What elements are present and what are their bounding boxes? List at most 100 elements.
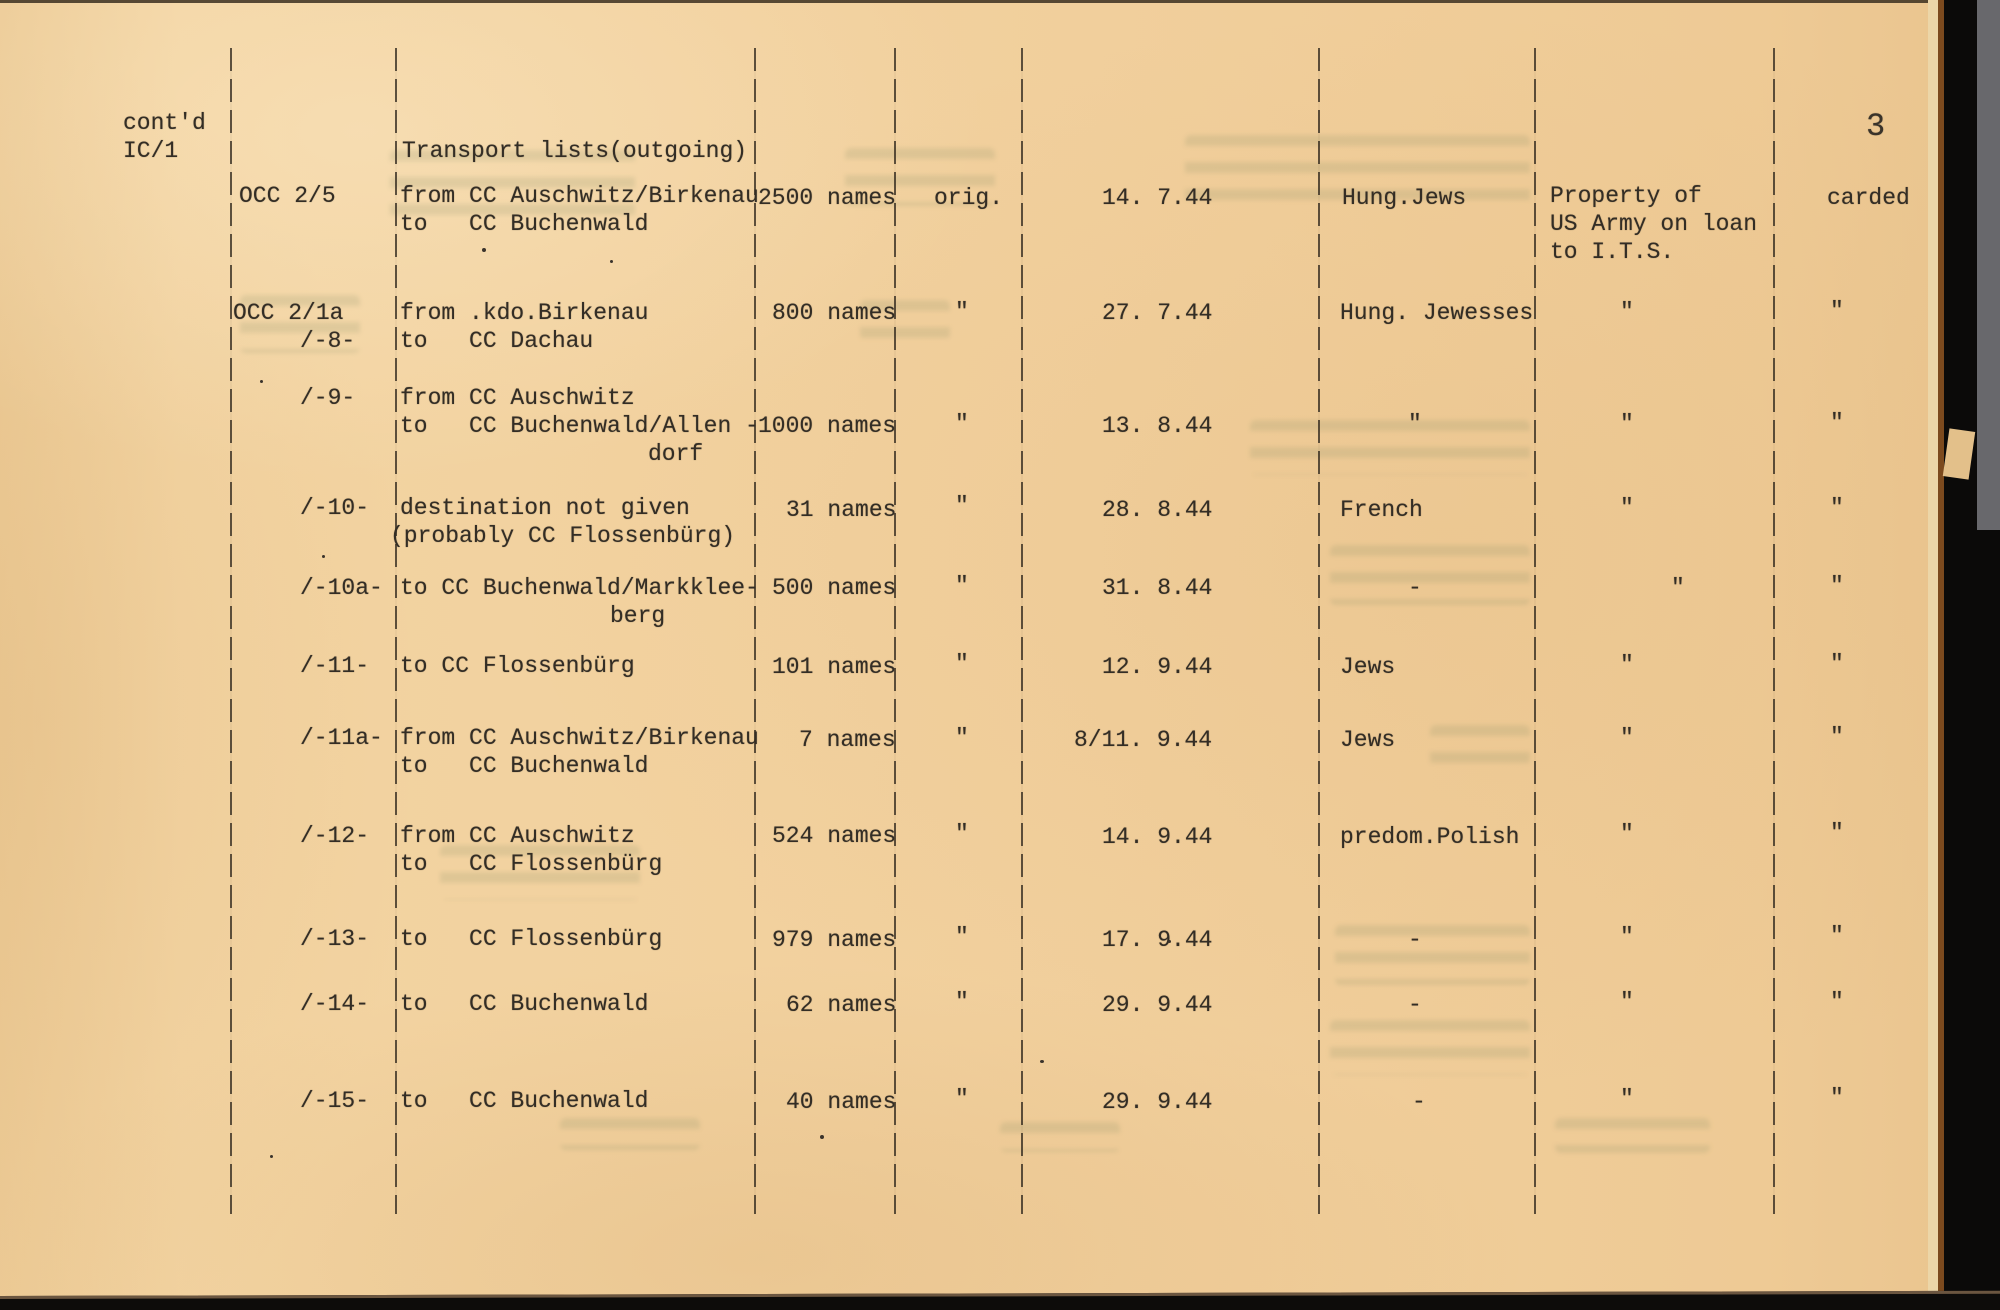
row-sub-ref: /-11- — [300, 653, 370, 679]
bleed-through-smudge — [1555, 1118, 1710, 1153]
column-separator — [395, 48, 397, 1214]
row-ref: OCC 2/5 — [239, 183, 336, 209]
ink-speck — [270, 1155, 273, 1158]
table-title: Transport lists(outgoing) — [402, 138, 748, 164]
transport-date: 31. 8.44 — [1102, 575, 1213, 601]
group-label: - — [1408, 575, 1422, 601]
ink-speck — [322, 555, 325, 558]
description-line: to CC Dachau — [400, 328, 594, 354]
copy-type: " — [955, 651, 969, 677]
property-note-line: to I.T.S. — [1550, 239, 1675, 265]
column-separator — [1021, 48, 1023, 1214]
description-line: to CC Flossenbürg — [400, 653, 635, 679]
copy-type: " — [955, 299, 969, 325]
carded-mark: " — [1830, 573, 1844, 599]
names-count: 62 names — [786, 992, 897, 1018]
carded-mark: " — [1830, 820, 1844, 846]
column-separator — [894, 48, 896, 1214]
property-ditto: " — [1620, 989, 1634, 1015]
description-line: to CC Flossenbürg — [400, 926, 663, 952]
copy-type: " — [955, 821, 969, 847]
carded-mark: " — [1830, 989, 1844, 1015]
carded-mark: " — [1830, 298, 1844, 324]
ink-speck — [1168, 940, 1171, 943]
page-number: 3 — [1866, 108, 1886, 145]
description-line: to CC Buchenwald/Markklee- — [400, 575, 759, 601]
property-ditto: " — [1620, 821, 1634, 847]
row-ref: OCC 2/1a — [233, 300, 344, 326]
carded-mark: " — [1830, 495, 1844, 521]
property-ditto: " — [1620, 411, 1634, 437]
ink-speck — [1040, 1060, 1044, 1063]
description-line: (probably CC Flossenbürg) — [390, 523, 736, 549]
property-ditto: " — [1620, 924, 1634, 950]
row-sub-ref: /-10- — [300, 495, 370, 521]
description-line: dorf — [648, 441, 704, 467]
transport-date: 8/11. 9.44 — [1074, 727, 1213, 753]
names-count: 101 names — [772, 654, 897, 680]
column-separator — [1534, 48, 1536, 1214]
description-line: from CC Auschwitz — [400, 823, 635, 849]
transport-date: 17. 9.44 — [1102, 927, 1213, 953]
copy-type: " — [955, 411, 969, 437]
copy-type: orig. — [934, 185, 1004, 211]
transport-date: 29. 9.44 — [1102, 992, 1213, 1018]
bleed-through-smudge — [1000, 1122, 1120, 1152]
column-separator — [1773, 48, 1775, 1214]
description-line: to CC Buchenwald/Allen - — [400, 413, 759, 439]
copy-type: " — [955, 573, 969, 599]
group-label: - — [1408, 992, 1422, 1018]
scan-edge-top — [0, 0, 1946, 3]
transport-date: 14. 7.44 — [1102, 185, 1213, 211]
ink-speck — [820, 1135, 824, 1139]
carded-mark: " — [1830, 410, 1844, 436]
carded-mark: " — [1830, 651, 1844, 677]
property-ditto: " — [1620, 652, 1634, 678]
carded-mark: " — [1830, 1085, 1844, 1111]
carded-mark: " — [1830, 923, 1844, 949]
property-ditto: " — [1620, 495, 1634, 521]
section-ref: IC/1 — [123, 138, 179, 164]
transport-date: 12. 9.44 — [1102, 654, 1213, 680]
row-sub-ref: /-10a- — [300, 575, 383, 601]
row-sub-ref: /-15- — [300, 1088, 370, 1114]
group-label: - — [1408, 927, 1422, 953]
copy-type: " — [955, 924, 969, 950]
group-label: Hung. Jewesses — [1340, 300, 1534, 326]
row-sub-ref: /-13- — [300, 926, 370, 952]
carded-mark: " — [1830, 724, 1844, 750]
bleed-through-smudge — [1250, 420, 1530, 475]
row-sub-ref: /-8- — [300, 328, 356, 354]
property-ditto: " — [1620, 1086, 1634, 1112]
copy-type: " — [955, 989, 969, 1015]
description-line: to CC Buchenwald — [400, 991, 649, 1017]
carded-mark: carded — [1827, 185, 1910, 211]
property-note-line: Property of — [1550, 183, 1702, 209]
description-line: to CC Buchenwald — [400, 753, 649, 779]
description-line: to CC Buchenwald — [400, 1088, 649, 1114]
copy-type: " — [955, 725, 969, 751]
row-sub-ref: /-11a- — [300, 725, 383, 751]
names-count: 7 names — [799, 727, 896, 753]
property-note-line: US Army on loan — [1550, 211, 1758, 237]
transport-date: 27. 7.44 — [1102, 300, 1213, 326]
page-edge — [1928, 0, 1940, 1310]
transport-date: 14. 9.44 — [1102, 824, 1213, 850]
column-separator — [754, 48, 756, 1214]
names-count: 40 names — [786, 1089, 897, 1115]
bleed-through-smudge — [1430, 725, 1530, 765]
continued-label: cont'd — [123, 110, 206, 136]
names-count: 500 names — [772, 575, 897, 601]
description-line: to CC Buchenwald — [400, 211, 649, 237]
row-sub-ref: /-12- — [300, 823, 370, 849]
scan-edge-bottom — [0, 1290, 2000, 1310]
group-label: Hung.Jews — [1342, 185, 1467, 211]
description-line: to CC Flossenbürg — [400, 851, 663, 877]
bleed-through-smudge — [1330, 1020, 1530, 1075]
group-label: - — [1412, 1089, 1426, 1115]
row-sub-ref: /-14- — [300, 991, 370, 1017]
group-label: French — [1340, 497, 1423, 523]
group-label: Jews — [1340, 727, 1396, 753]
bleed-through-smudge — [560, 1118, 700, 1150]
